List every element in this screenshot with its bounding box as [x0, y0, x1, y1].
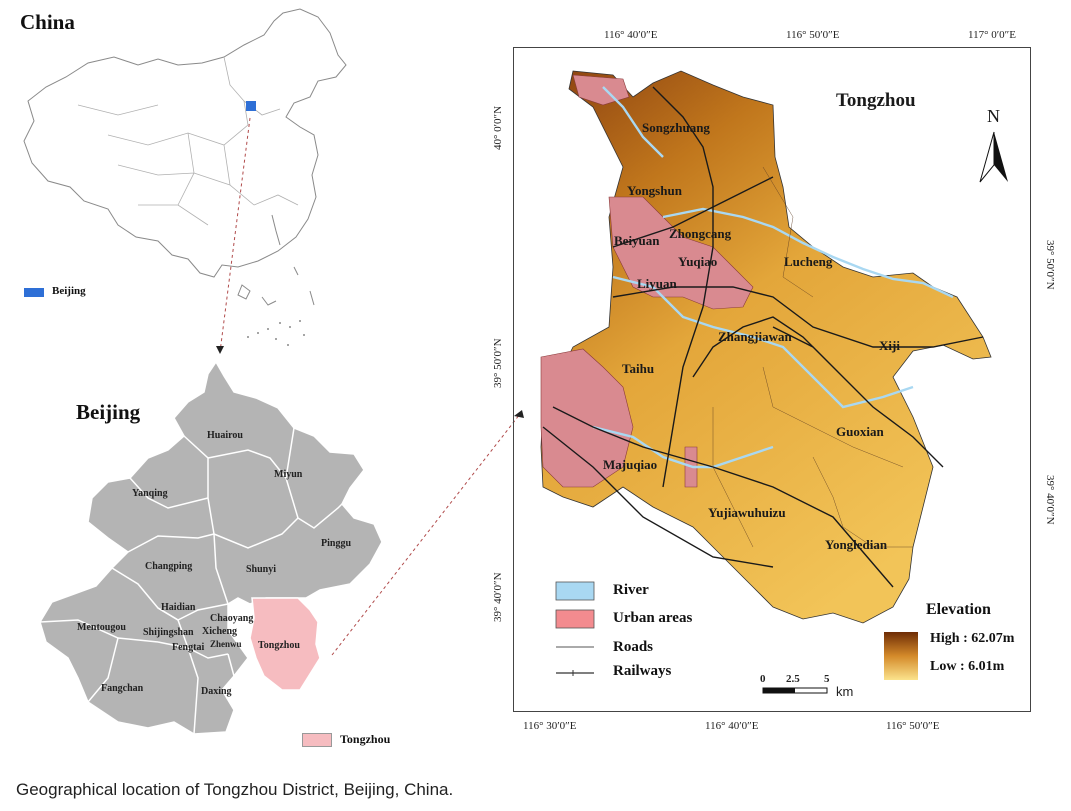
district-label-shijingshan: Shijingshan — [143, 627, 194, 638]
district-label-pinggu: Pinggu — [321, 538, 352, 549]
place-label-yongshun: Yongshun — [627, 183, 682, 198]
place-label-guoxian: Guoxian — [836, 424, 884, 439]
beijing-title: Beijing — [76, 400, 141, 424]
bottom-coord-3: 116° 50′0″E — [886, 720, 940, 732]
top-coord-1: 116° 40′0″E — [604, 29, 658, 41]
district-label-zhenwu: Zhenwu — [210, 639, 242, 649]
legend-roads-label: Roads — [613, 639, 654, 655]
district-label-xicheng: Xicheng — [202, 626, 237, 637]
scale-tick-0: 0 — [760, 673, 766, 685]
left-coord-2: 39° 50′0″N — [492, 338, 504, 388]
top-coord-3: 117° 0′0″E — [968, 29, 1016, 41]
district-label-yanqing: Yanqing — [132, 488, 168, 499]
scale-tick-2-5: 2.5 — [786, 673, 800, 685]
figure-caption: Geographical location of Tongzhou Distri… — [16, 780, 454, 799]
left-coord-1: 40° 0′0″N — [492, 105, 504, 150]
tongzhou-map-frame — [513, 47, 1031, 712]
place-label-yujiawuhuizu: Yujiawuhuizu — [708, 505, 786, 520]
beijing-district-map — [39, 360, 383, 735]
scale-tick-5: 5 — [824, 673, 830, 685]
legend-railways-label: Railways — [613, 663, 672, 679]
bottom-coord-2: 116° 40′0″E — [705, 720, 759, 732]
district-label-miyun: Miyun — [274, 469, 303, 480]
place-label-zhongcang: Zhongcang — [669, 226, 732, 241]
tongzhou-title: Tongzhou — [836, 90, 916, 111]
tongzhou-elevation-map — [540, 70, 1008, 694]
district-label-chaoyang: Chaoyang — [210, 613, 254, 624]
place-label-yuqiao: Yuqiao — [678, 254, 718, 269]
place-label-yongledian: Yongledian — [825, 537, 888, 552]
district-label-shunyi: Shunyi — [246, 564, 277, 575]
scale-unit: km — [836, 684, 854, 699]
place-label-beiyuan: Beiyuan — [614, 233, 660, 248]
north-arrow-label: N — [987, 106, 1000, 126]
china-legend-label: Beijing — [52, 285, 86, 297]
district-label-tongzhou: Tongzhou — [258, 640, 300, 651]
legend-river-label: River — [613, 582, 649, 598]
district-label-daxing: Daxing — [201, 686, 232, 697]
bottom-coord-1: 116° 30′0″E — [523, 720, 577, 732]
top-coord-2: 116° 50′0″E — [786, 29, 840, 41]
place-label-lucheng: Lucheng — [784, 254, 833, 269]
place-label-zhangjiawan: Zhangjiawan — [718, 329, 792, 344]
china-outline-map — [23, 8, 347, 346]
district-label-mentougou: Mentougou — [77, 622, 126, 633]
place-label-liyuan: Liyuan — [637, 276, 677, 291]
china-title: China — [20, 10, 75, 34]
right-coord-1: 39° 50′0″N — [1044, 240, 1056, 290]
place-label-songzhuang: Songzhuang — [642, 120, 710, 135]
tongzhou-legend-swatch — [302, 733, 332, 747]
district-label-haidian: Haidian — [161, 602, 196, 613]
elevation-title: Elevation — [926, 601, 991, 618]
place-label-taihu: Taihu — [622, 361, 655, 376]
tongzhou-legend-label: Tongzhou — [340, 732, 391, 746]
district-label-fengtai: Fengtai — [172, 642, 205, 653]
district-label-changping: Changping — [145, 561, 193, 572]
legend-urban-label: Urban areas — [613, 610, 693, 626]
district-label-fangchan: Fangchan — [101, 683, 144, 694]
place-label-majuqiao: Majuqiao — [603, 457, 658, 472]
left-coord-3: 39° 40′0″N — [492, 572, 504, 622]
china-legend-swatch — [24, 288, 44, 297]
elevation-high-label: High : 62.07m — [930, 631, 1015, 646]
elevation-low-label: Low : 6.01m — [930, 659, 1005, 674]
right-coord-2: 39° 40′0″N — [1044, 475, 1056, 525]
place-label-xiji: Xiji — [879, 338, 900, 353]
district-label-huairou: Huairou — [207, 430, 243, 441]
